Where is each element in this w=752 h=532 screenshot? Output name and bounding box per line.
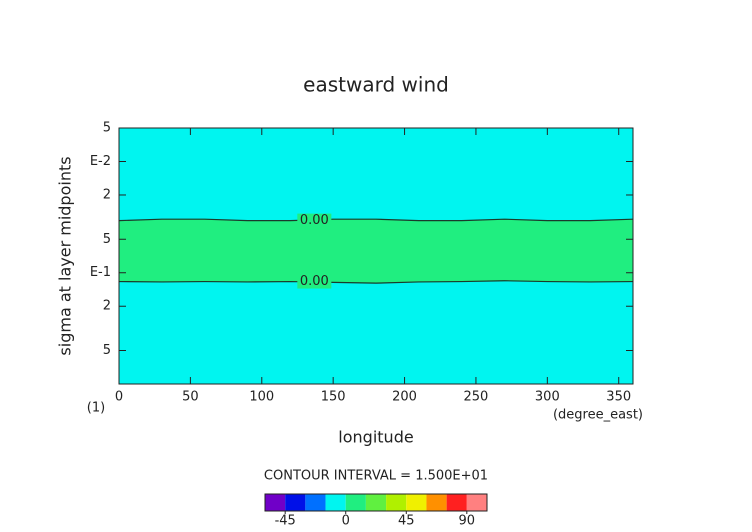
x-tick-label: 300 bbox=[535, 390, 560, 405]
x-tick-label: 0 bbox=[115, 390, 123, 405]
colorbar-bin bbox=[365, 494, 387, 511]
contour-label: 0.00 bbox=[300, 213, 329, 228]
x-tick-label: 50 bbox=[182, 390, 199, 405]
colorbar-bin bbox=[406, 494, 427, 511]
colorbar-bin bbox=[446, 494, 467, 511]
colorbar-bin bbox=[426, 494, 447, 511]
contour-line bbox=[118, 218, 634, 222]
y-axis-label: sigma at layer midpoints bbox=[56, 156, 75, 355]
colorbar-tick-label: -45 bbox=[275, 514, 296, 529]
contour-interval: CONTOUR INTERVAL = 1.500E+01 bbox=[264, 469, 488, 484]
contour-line bbox=[118, 280, 634, 284]
x-unit-label: (degree_east) bbox=[553, 408, 643, 423]
colorbar-tick-label: 45 bbox=[398, 514, 415, 529]
y-tick-label: E-1 bbox=[90, 265, 111, 280]
plot-frame bbox=[118, 127, 634, 385]
contour-label-bg bbox=[297, 274, 332, 289]
chart-title: eastward wind bbox=[303, 73, 449, 97]
x-tick-label: 350 bbox=[606, 390, 631, 405]
y-tick-label: 2 bbox=[103, 299, 111, 314]
x-tick-label: 200 bbox=[392, 390, 417, 405]
contour-label-bg bbox=[297, 213, 332, 228]
colorbar-frame bbox=[264, 493, 488, 512]
colorbar-bin bbox=[325, 494, 346, 511]
x-axis-label: longitude bbox=[338, 428, 413, 447]
colorbar-bin bbox=[285, 494, 306, 511]
colorbar-bin bbox=[265, 494, 286, 511]
x-tick-label: 100 bbox=[249, 390, 274, 405]
x-tick-label: 150 bbox=[321, 390, 346, 405]
y-tick-label: 5 bbox=[103, 343, 111, 358]
y-tick-label: 2 bbox=[103, 187, 111, 202]
y-tick-label: E-2 bbox=[90, 154, 111, 169]
colorbar-bin bbox=[386, 494, 407, 511]
y-bottom-label: (1) bbox=[87, 401, 105, 416]
colorbar-bin bbox=[466, 494, 487, 511]
y-tick-label: 5 bbox=[103, 121, 111, 136]
colorbar-tick-label: 90 bbox=[459, 514, 476, 529]
colorbar-bin bbox=[345, 494, 366, 511]
y-tick-label: 5 bbox=[103, 232, 111, 247]
contour-band bbox=[119, 219, 633, 284]
contour-label: 0.00 bbox=[300, 274, 329, 289]
colorbar-bin bbox=[305, 494, 326, 511]
x-tick-label: 250 bbox=[464, 390, 489, 405]
colorbar-tick-label: 0 bbox=[342, 514, 350, 529]
